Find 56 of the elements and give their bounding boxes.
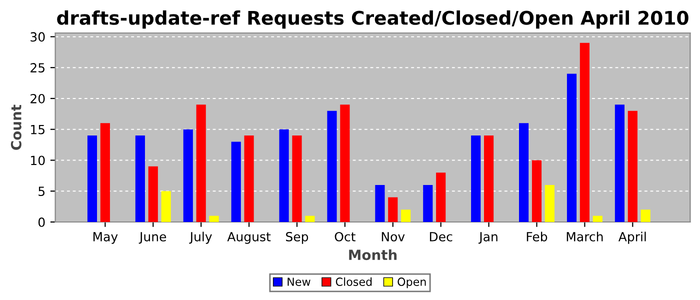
bar [340,104,350,222]
bar [292,136,302,222]
y-tick-label: 0 [38,217,45,227]
bar [436,172,446,222]
bar [135,136,145,222]
x-tick-label: March [566,232,603,242]
bar [423,184,433,222]
bar [100,123,110,222]
bar [580,42,590,222]
bar [592,216,602,222]
x-tick-label: June [138,232,166,244]
bar [231,142,241,222]
y-tick-label: 5 [38,186,44,196]
y-tick-label: 30 [30,32,45,42]
y-tick-label: 20 [30,94,45,104]
bar [401,210,411,222]
x-tick-label: Oct [334,232,356,242]
bar [544,184,554,222]
y-tick-label: 25 [30,63,44,73]
x-tick-label: Sep [286,232,308,244]
x-tick-label: May [93,232,118,244]
bar [375,184,385,222]
bar [471,136,481,222]
y-tick-label: 15 [31,124,44,134]
bar [566,74,577,222]
bar [614,104,625,222]
bar [148,166,158,222]
bar [279,129,289,222]
x-tick-label: Dec [430,232,452,242]
legend-label: New [288,278,310,286]
legend-label: Open [398,278,426,288]
bar [183,129,193,222]
x-tick-label: Jan [478,232,498,244]
bar [532,160,542,222]
bar [161,191,171,222]
y-tick-label: 10 [31,156,45,166]
bar [196,104,206,222]
bar [640,210,650,222]
bar [244,136,254,222]
x-tick-label: Feb [526,232,548,242]
x-tick-label: July [189,232,212,244]
bar [519,123,529,222]
bar [484,136,494,222]
x-tick-label: August [227,232,271,244]
chart-title: drafts-update-ref Requests Created/Closed/Open April 2010 [57,10,688,29]
bar [209,216,219,222]
bar [87,136,98,222]
x-tick-label: April [618,232,646,244]
x-tick-label: Nov [382,232,405,242]
bar [628,110,638,222]
bar [305,216,315,222]
y-axis-title: Count [10,104,22,150]
bar [388,197,398,222]
legend-label: Closed [336,277,372,286]
bar [327,110,337,222]
x-axis-title: Month [349,249,397,260]
